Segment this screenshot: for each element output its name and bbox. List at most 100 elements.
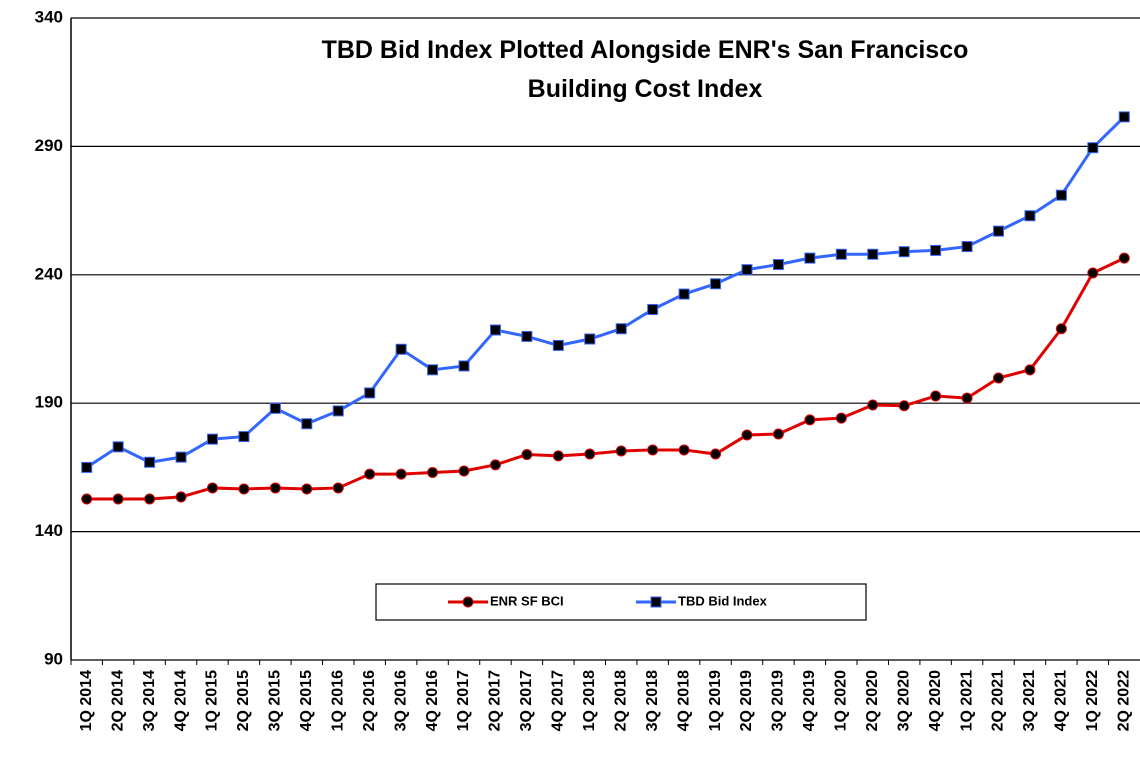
marker xyxy=(144,456,156,468)
marker xyxy=(332,482,344,494)
marker xyxy=(710,448,722,460)
y-tick-label: 340 xyxy=(35,7,63,26)
x-tick-label: 4Q 2017 xyxy=(550,670,567,731)
x-tick-label: 1Q 2014 xyxy=(78,670,95,731)
marker xyxy=(678,288,690,300)
x-tick-label: 4Q 2016 xyxy=(424,670,441,731)
marker xyxy=(175,451,187,463)
x-tick-label: 1Q 2016 xyxy=(329,670,346,731)
marker xyxy=(552,450,564,462)
marker xyxy=(961,241,973,253)
marker xyxy=(804,252,816,264)
marker xyxy=(1055,323,1067,335)
marker xyxy=(710,278,722,290)
x-tick-label: 2Q 2017 xyxy=(487,670,504,731)
marker xyxy=(521,330,533,342)
marker xyxy=(1087,142,1099,154)
x-tick-label: 1Q 2019 xyxy=(707,670,724,731)
series-line xyxy=(85,115,1126,469)
x-tick-label: 1Q 2022 xyxy=(1084,670,1101,731)
marker xyxy=(238,483,250,495)
x-tick-label: 1Q 2015 xyxy=(204,670,221,731)
marker xyxy=(301,483,313,495)
x-tick-label: 2Q 2018 xyxy=(612,670,629,731)
x-tick-label: 1Q 2020 xyxy=(833,670,850,731)
chart-title: TBD Bid Index Plotted Alongside ENR's Sa… xyxy=(322,36,969,64)
marker xyxy=(647,444,659,456)
chart-title: Building Cost Index xyxy=(528,75,763,103)
marker xyxy=(81,493,93,505)
y-tick-label: 140 xyxy=(35,521,63,540)
marker xyxy=(1024,210,1036,222)
x-tick-label: 3Q 2020 xyxy=(895,670,912,731)
marker xyxy=(462,596,474,608)
marker xyxy=(206,482,218,494)
x-tick-label: 3Q 2019 xyxy=(770,670,787,731)
marker xyxy=(521,449,533,461)
marker xyxy=(584,448,596,460)
marker xyxy=(1118,252,1130,264)
x-tick-label: 1Q 2018 xyxy=(581,670,598,731)
marker xyxy=(898,246,910,258)
marker xyxy=(615,323,627,335)
x-tick-label: 2Q 2021 xyxy=(990,670,1007,731)
series-line xyxy=(86,256,1125,501)
x-tick-label: 2Q 2020 xyxy=(864,670,881,731)
marker xyxy=(81,461,93,473)
marker xyxy=(867,399,879,411)
x-tick-label: 1Q 2021 xyxy=(958,670,975,731)
marker xyxy=(1118,111,1130,123)
marker xyxy=(993,225,1005,237)
marker xyxy=(678,444,690,456)
legend-label: ENR SF BCI xyxy=(490,593,564,608)
legend-box xyxy=(375,583,867,621)
marker xyxy=(1024,364,1036,376)
marker xyxy=(489,459,501,471)
x-tick-label: 2Q 2016 xyxy=(361,670,378,731)
x-tick-label: 4Q 2014 xyxy=(172,670,189,731)
legend: ENR SF BCI TBD Bid Index xyxy=(375,583,867,621)
marker xyxy=(489,324,501,336)
x-tick-label: 3Q 2016 xyxy=(392,670,409,731)
marker xyxy=(427,467,439,479)
marker xyxy=(552,339,564,351)
marker xyxy=(144,493,156,505)
x-tick-label: 3Q 2015 xyxy=(267,670,284,731)
marker xyxy=(930,390,942,402)
y-tick-label: 90 xyxy=(44,649,63,668)
legend-label: TBD Bid Index xyxy=(678,593,768,608)
marker xyxy=(364,387,376,399)
marker xyxy=(804,414,816,426)
marker xyxy=(835,412,847,424)
marker xyxy=(301,418,313,430)
y-tick-label: 290 xyxy=(35,136,63,155)
marker xyxy=(238,431,250,443)
marker xyxy=(1087,267,1099,279)
y-tick-label: 240 xyxy=(35,264,63,283)
marker xyxy=(364,468,376,480)
x-tick-label: 4Q 2021 xyxy=(1053,670,1070,731)
marker xyxy=(269,402,281,414)
marker xyxy=(993,372,1005,384)
x-tick-label: 2Q 2015 xyxy=(235,670,252,731)
marker xyxy=(269,482,281,494)
marker xyxy=(650,596,662,608)
marker xyxy=(112,493,124,505)
x-tick-label: 4Q 2019 xyxy=(801,670,818,731)
marker xyxy=(584,333,596,345)
x-tick-label: 4Q 2015 xyxy=(298,670,315,731)
x-tick-label: 3Q 2021 xyxy=(1021,670,1038,731)
marker xyxy=(175,491,187,503)
x-tick-label: 2Q 2019 xyxy=(738,670,755,731)
marker xyxy=(395,468,407,480)
x-tick-label: 1Q 2017 xyxy=(455,670,472,731)
marker xyxy=(458,360,470,372)
marker xyxy=(332,405,344,417)
marker xyxy=(647,303,659,315)
marker xyxy=(961,392,973,404)
marker xyxy=(615,445,627,457)
x-tick-label: 2Q 2014 xyxy=(109,670,126,731)
x-tick-label: 3Q 2017 xyxy=(518,670,535,731)
marker xyxy=(772,259,784,271)
